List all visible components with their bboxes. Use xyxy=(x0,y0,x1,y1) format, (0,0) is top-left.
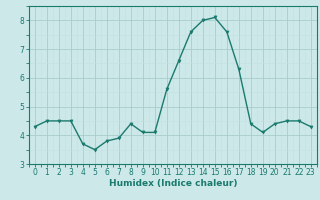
X-axis label: Humidex (Indice chaleur): Humidex (Indice chaleur) xyxy=(108,179,237,188)
